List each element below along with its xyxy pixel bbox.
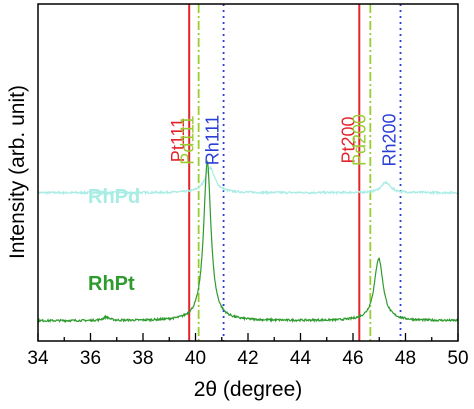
x-axis-title: 2θ (degree) xyxy=(194,378,303,401)
x-tick-label: 48 xyxy=(395,348,416,369)
series-line-rhpd xyxy=(37,165,459,196)
reference-lines xyxy=(188,4,402,341)
reference-label-pd111: Pd111 xyxy=(178,115,198,164)
x-tick-label: 46 xyxy=(342,348,363,369)
y-axis-title: Intensity (arb. unit) xyxy=(6,85,29,259)
x-tick-label: 42 xyxy=(237,348,258,369)
reference-label-pd200: Pd200 xyxy=(349,114,369,166)
reference-label-pt200: Pt200 xyxy=(338,116,358,163)
x-tick-label: 40 xyxy=(185,348,206,369)
reference-label-rh111: Rh111 xyxy=(203,115,223,165)
series-label-rhpd: RhPd xyxy=(88,186,140,208)
x-tick-label: 36 xyxy=(80,348,101,369)
x-tick-label: 34 xyxy=(27,348,49,369)
x-tick-label: 38 xyxy=(132,348,153,369)
series-line-rhpt xyxy=(37,159,459,324)
reference-label-rh200: Rh200 xyxy=(380,113,400,166)
series-labels: RhPd RhPt xyxy=(88,186,140,295)
x-tick-label: 44 xyxy=(290,348,312,369)
x-axis-ticks xyxy=(37,333,459,341)
x-axis-tick-labels: 34 36 38 40 42 44 46 48 50 xyxy=(27,348,468,369)
series-lines xyxy=(37,159,459,324)
series-label-rhpt: RhPt xyxy=(88,273,135,295)
x-tick-label: 50 xyxy=(447,348,468,369)
reference-label-pt111: Pt111 xyxy=(168,118,188,162)
